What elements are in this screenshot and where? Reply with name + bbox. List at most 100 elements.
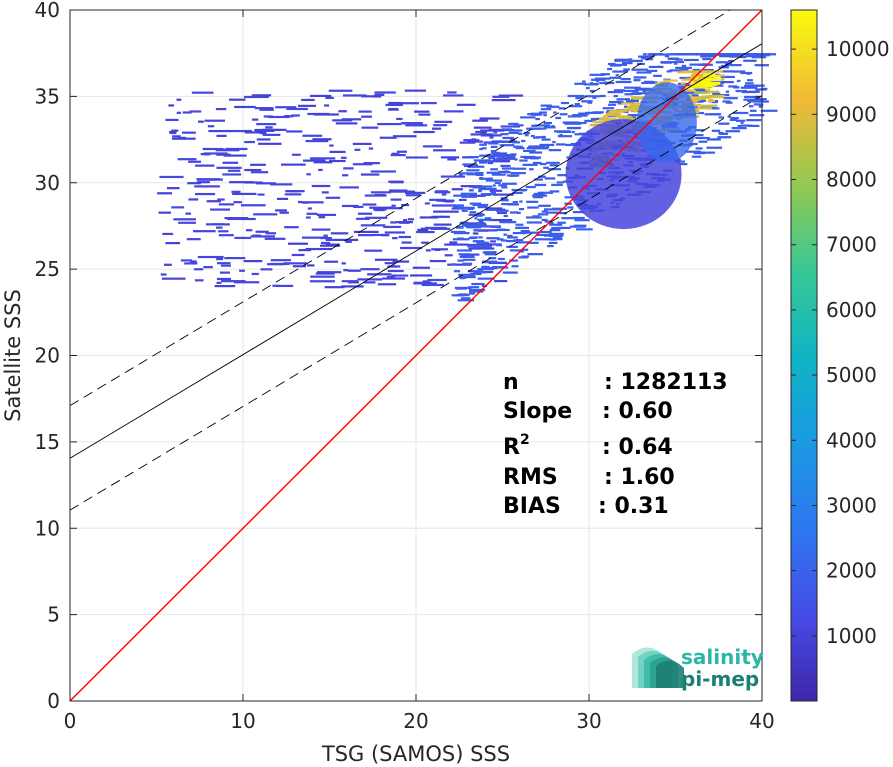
density-cell [216,134,227,138]
density-cell [450,230,466,234]
density-cell [632,104,644,108]
density-cell [472,119,488,122]
density-cell [431,127,442,130]
density-cell [470,133,493,136]
density-cell [370,170,396,173]
density-cell [477,206,488,209]
density-cell [660,61,670,64]
density-cell [553,111,557,114]
density-cell [539,111,547,114]
density-cell [573,121,587,125]
density-cell [467,207,474,211]
density-cell [711,100,718,104]
density-cell [501,167,515,170]
density-cell [467,243,493,247]
density-cell [414,110,430,113]
density-cell [166,187,180,190]
density-cell [677,71,694,74]
density-cell [502,182,517,185]
density-cell [590,117,604,121]
colorbar-tick-label: 3000 [826,493,877,517]
density-cell [743,98,756,101]
density-cell [298,104,316,107]
density-cell [284,115,290,118]
density-cell [705,88,711,91]
density-cell [621,102,633,105]
density-cell [472,232,479,235]
density-cell [501,199,509,202]
y-tick-label: 40 [35,0,60,22]
density-cell [279,211,289,214]
density-cell [310,275,335,278]
density-cell [727,53,744,56]
density-cell [339,186,359,189]
density-cell [472,245,489,248]
density-cell [695,136,710,140]
density-cell [746,119,762,122]
density-cell [485,179,503,182]
density-cell [488,128,502,132]
density-cell [600,94,606,98]
density-cell [368,147,374,150]
density-cell [548,149,562,152]
density-cell [714,92,721,95]
density-cell [486,160,492,163]
density-cell [457,237,464,240]
density-cell [749,114,765,117]
density-cell [498,184,507,187]
density-cell [524,134,529,137]
density-cell [377,283,397,286]
density-cell [620,77,631,81]
density-cell [191,91,214,94]
density-cell [615,74,619,77]
density-cell [215,107,227,111]
density-cell [495,159,511,163]
density-cell [667,53,673,56]
density-cell [160,273,167,276]
density-cell [697,151,705,154]
density-cell [291,253,305,257]
density-cell [681,68,689,71]
density-cell [526,147,541,150]
density-cell [669,69,683,72]
density-cell [696,53,710,56]
y-tick-label: 30 [35,171,60,195]
density-cell [478,187,495,191]
density-cell [482,261,490,264]
density-cell [263,115,273,118]
density-cell [641,57,649,60]
density-cell [171,129,179,132]
density-cell [559,113,568,116]
colorbar-tick-label: 8000 [826,168,877,192]
density-cell [309,280,335,283]
density-cell [320,241,331,245]
density-cell [391,204,396,207]
density-cell [392,260,410,263]
density-cell [361,126,379,129]
density-cell [592,120,608,123]
density-cell [492,95,510,98]
density-cell [204,119,225,122]
density-cell [602,115,608,118]
density-cell [573,224,587,227]
density-cell [367,273,392,276]
density-cell [708,98,713,102]
density-cell [475,214,483,217]
density-cell [744,95,761,99]
density-cell [462,163,477,166]
density-cell [305,139,329,143]
density-cell [607,62,616,66]
density-cell [527,145,532,149]
density-cell [675,66,692,69]
density-cell [352,163,373,166]
density-cell [492,158,502,161]
density-cell [460,192,477,195]
density-cell [218,203,235,206]
density-cell [483,243,502,246]
density-cell [706,74,715,77]
density-cell [220,264,231,267]
density-cell [303,159,326,162]
density-cell [761,53,777,56]
density-cell [518,132,523,135]
